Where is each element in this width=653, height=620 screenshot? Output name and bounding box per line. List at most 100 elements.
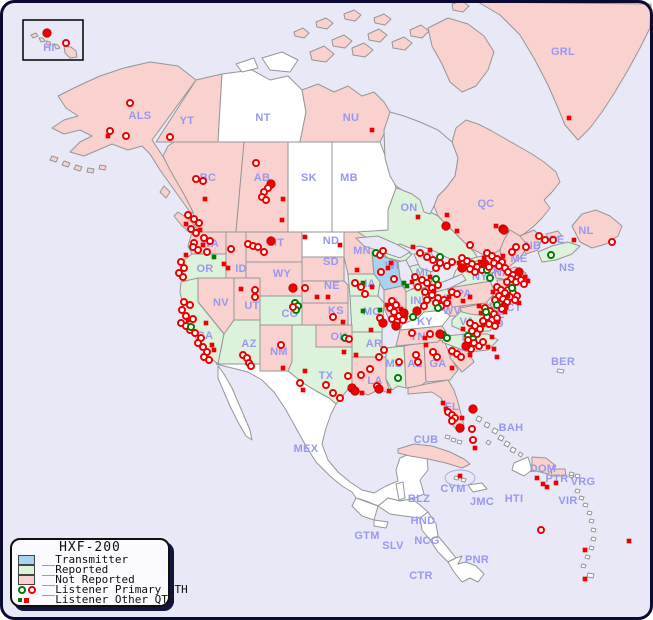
listener-primary-qth-marker [252,159,260,167]
listener-primary-qth-marker [537,526,545,534]
region-label-cub: CUB [414,434,439,446]
region-label-hti: HTI [505,493,524,505]
listener-primary-qth-marker [192,229,200,237]
listener-other-qth-marker [522,274,528,280]
listener-other-qth-marker [325,294,331,300]
listener-primary-qth-marker [608,238,616,246]
listener-primary-qth-marker [329,313,337,321]
listener-other-qth-marker [495,319,501,325]
listener-primary-qth-marker [432,264,440,272]
listener-primary-qth-marker [448,258,456,266]
listener-qth-cluster-marker [461,341,471,351]
listener-other-qth-marker [185,317,191,323]
listener-qth-cluster-marker [266,236,276,246]
region-arctic_white [235,51,299,73]
listener-primary-qth-marker [345,335,353,343]
listener-other-qth-marker [477,259,483,265]
listener-other-qth-marker [368,327,374,333]
listener-other-qth-marker [388,260,394,266]
region-label-or: OR [196,263,213,275]
region-label-mo: MO [363,306,381,318]
listener-other-qth-marker [225,265,231,271]
listener-other-qth-marker [467,294,473,300]
listener-primary-qth-marker [379,247,387,255]
listener-primary-qth-marker [469,436,477,444]
listener-other-qth-marker [377,307,383,313]
listener-primary-qth-marker [301,284,309,292]
region-label-ab: AB [254,172,271,184]
region-label-mb: MB [340,172,358,184]
listener-other-qth-marker [427,274,433,280]
listener-qth-cluster-marker [42,28,52,38]
listener-primary-qth-marker [408,329,416,337]
listener-primary-qth-marker [434,304,442,312]
listener-other-qth-marker [427,247,433,253]
listener-primary-qth-marker [399,316,407,324]
listener-other-qth-marker [440,400,446,406]
listener-other-qth-marker [200,242,206,248]
listener-other-qth-marker [221,261,227,267]
region-label-yt: YT [180,115,195,127]
region-sk [287,141,333,233]
listener-primary-qth-marker [187,225,195,233]
listener-primary-qth-marker [122,132,130,140]
listener-primary-qth-marker [486,274,494,282]
listener-other-qth-marker [183,252,189,258]
region-gtm [351,497,379,521]
listener-qth-cluster-marker [374,384,384,394]
region-cym [453,475,467,483]
listener-qth-cluster-marker [391,321,401,331]
listener-other-qth-marker [211,347,217,353]
hawaii-inset-box [22,19,84,61]
listener-primary-qth-marker [195,219,203,227]
legend-title: HXF-200 [59,540,121,555]
listener-primary-qth-marker [457,353,465,361]
listener-primary-qth-marker [453,290,461,298]
listener-other-qth-marker [401,280,407,286]
listener-primary-qth-marker [203,248,211,256]
region-label-on: ON [400,202,417,214]
listener-other-qth-marker [386,388,392,394]
listener-other-qth-marker [489,334,495,340]
listener-primary-qth-marker [485,263,493,271]
listener-primary-qth-marker [194,246,202,254]
listener-other-qth-marker [238,286,244,292]
listener-primary-qth-marker [344,372,352,380]
listener-other-qth-marker [340,319,346,325]
listener-primary-qth-marker [520,280,528,288]
listener-primary-qth-marker [535,232,543,240]
legend-label: __Listener Other QTH [42,593,175,606]
legend-row-not-reported: __Not Reported [18,574,168,585]
listener-other-qth-marker [494,354,500,360]
legend-row-other-qth: __Listener Other QTH [18,594,174,605]
region-label-az: AZ [241,338,256,350]
region-label-blz: BLZ [408,493,430,505]
listener-primary-qth-marker [357,283,365,291]
listener-other-qth-marker [300,387,306,393]
region-hi [30,32,78,59]
listener-primary-qth-marker [512,243,520,251]
listener-primary-qth-marker [262,196,270,204]
red-circle-icon [28,586,36,594]
transmitter-swatch-icon [18,555,42,565]
region-label-ne: NE [324,280,340,292]
listener-qth-cluster-marker [350,386,360,396]
region-label-als: ALS [129,110,152,122]
listener-primary-qth-marker [166,133,174,141]
listener-primary-qth-marker [336,394,344,402]
listener-other-qth-marker [422,335,428,341]
region-label-wv: WV [443,305,462,317]
listener-primary-qth-marker [184,211,192,219]
listener-other-qth-marker [280,365,286,371]
listener-other-qth-marker [460,298,466,304]
listener-primary-qth-marker [296,379,304,387]
legend-label: __Reported [42,563,109,576]
listener-other-qth-marker [525,278,531,284]
listener-primary-qth-marker [395,358,403,366]
region-hnd [377,497,429,519]
region-label-sd: SD [323,256,339,268]
listener-other-qth-marker [369,284,375,290]
listener-primary-qth-marker [547,251,555,259]
region-label-ar: AR [366,338,383,350]
